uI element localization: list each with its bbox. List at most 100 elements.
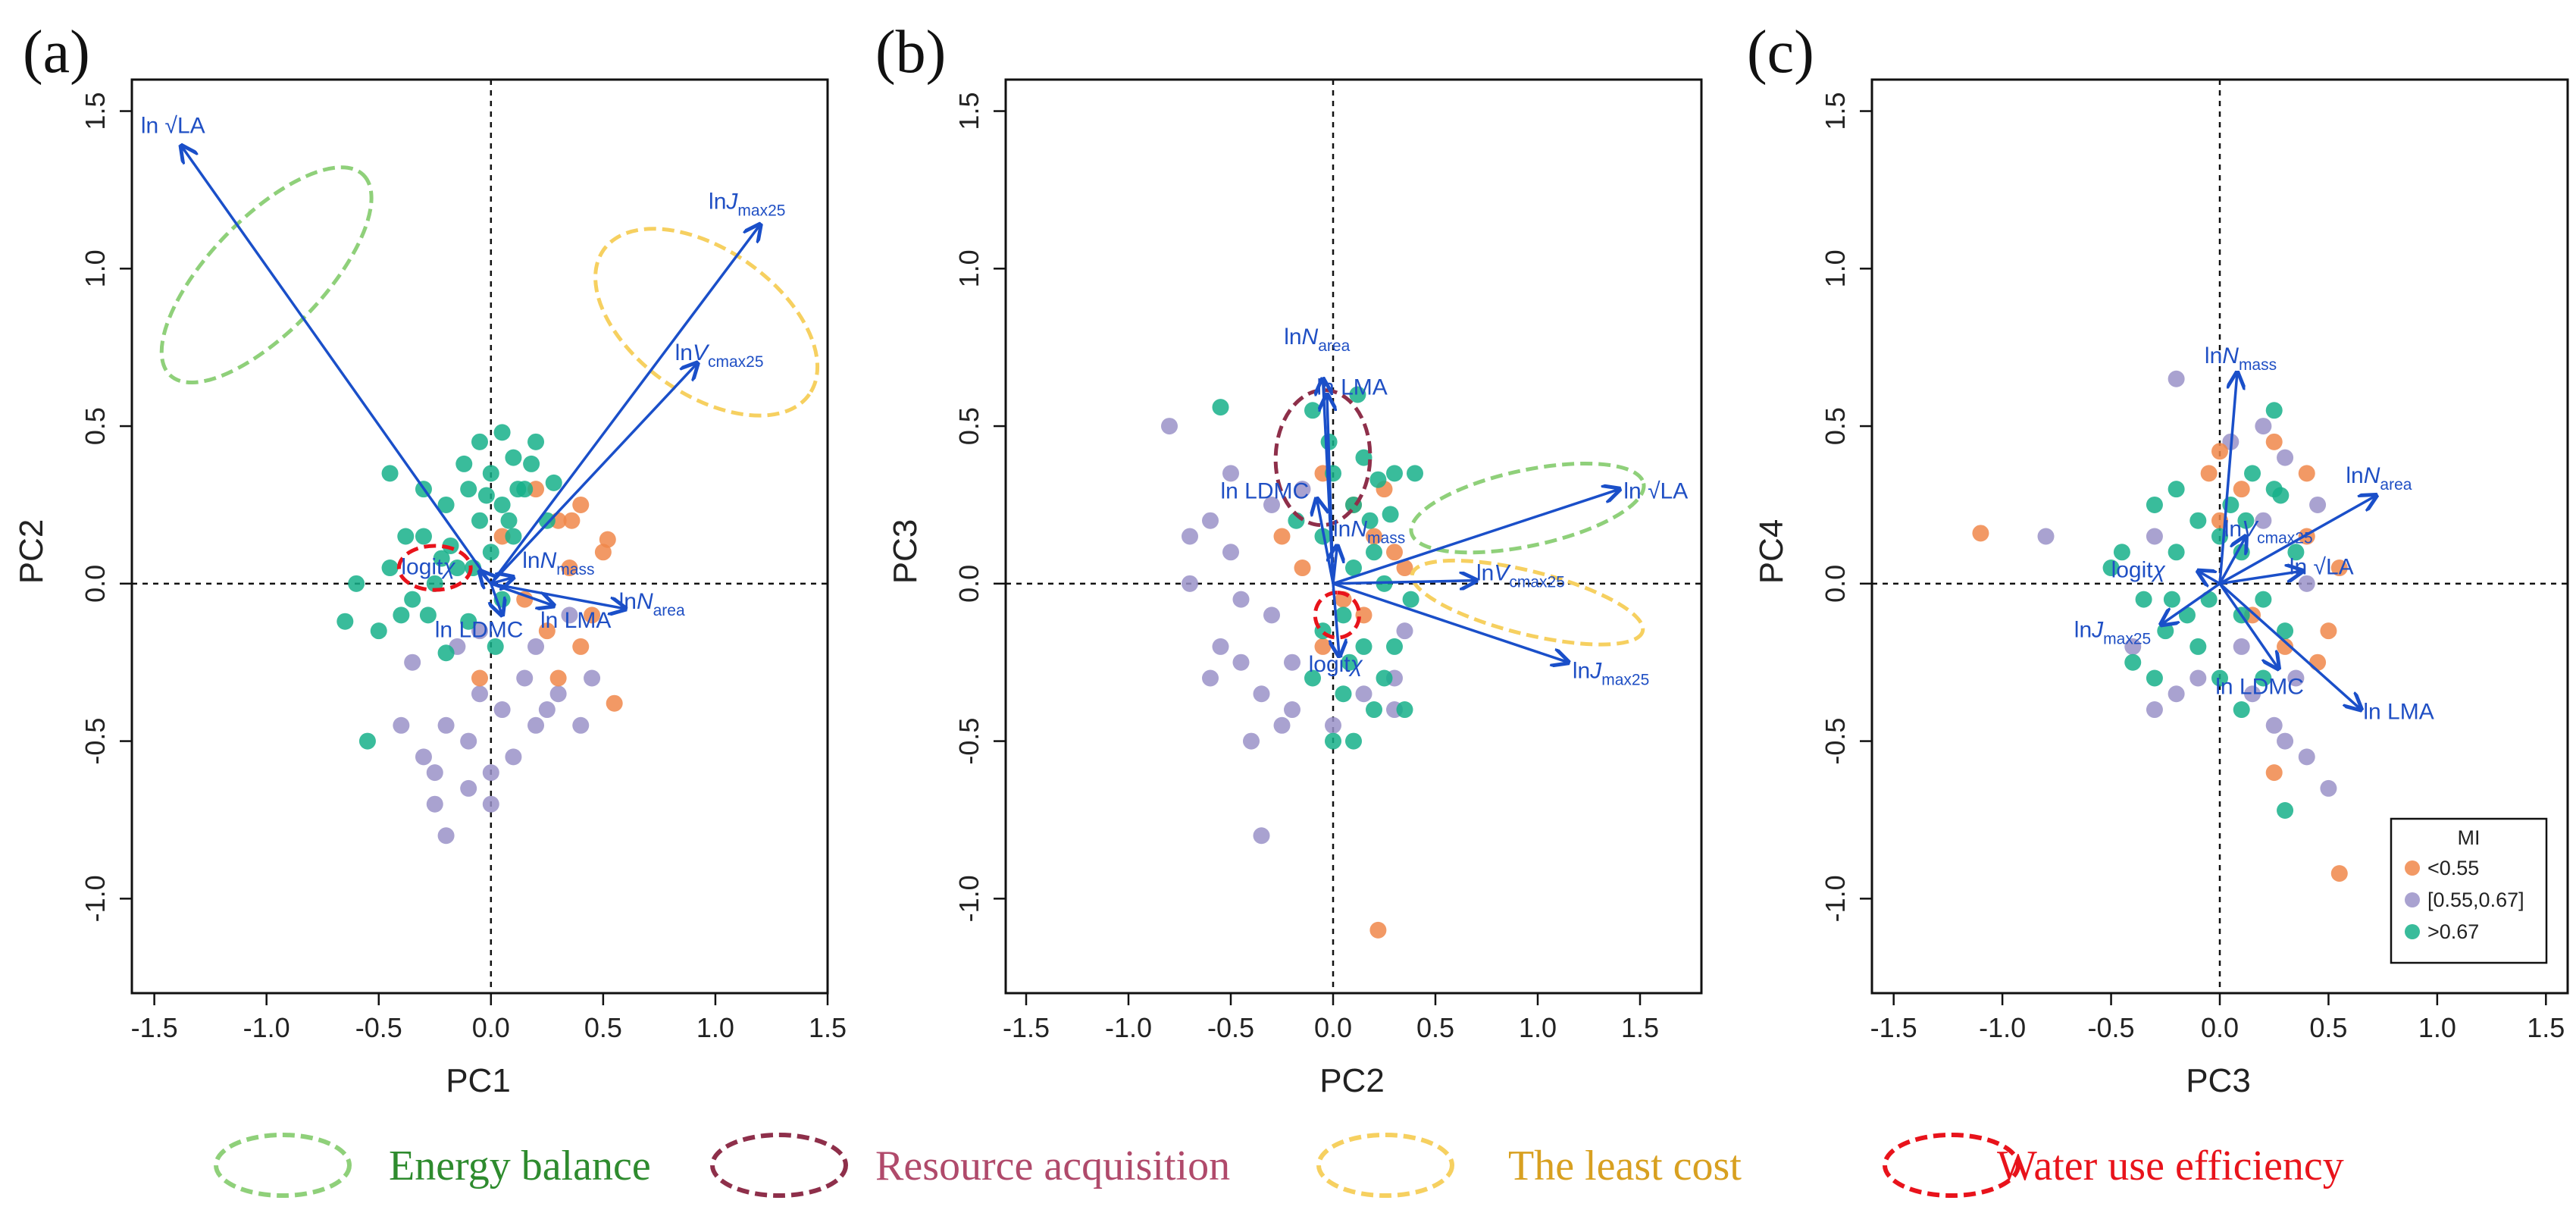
point-purple [516, 669, 534, 687]
panel-label: (b) [875, 19, 946, 86]
panel-label: (c) [1747, 19, 1814, 86]
x-axis-title: PC3 [2186, 1062, 2251, 1099]
point-orange [549, 669, 567, 687]
vector-label-logit: logitχ [2111, 558, 2166, 583]
point-teal [2168, 544, 2185, 561]
point-purple [1232, 591, 1250, 608]
point-purple [1273, 716, 1291, 734]
point-purple [2244, 685, 2261, 703]
plot-frame [1004, 78, 1703, 995]
legend-label-energy-balance: Energy balance [389, 1142, 651, 1189]
point-purple [527, 716, 545, 734]
point-teal [505, 528, 522, 545]
point-purple [1202, 512, 1219, 529]
point-teal [437, 496, 455, 513]
vector-lnnmass [2218, 372, 2237, 584]
y-tick-label: 0.0 [80, 565, 111, 603]
point-purple [426, 795, 443, 813]
point-purple [1284, 701, 1301, 719]
ellipse-water-use-efficiency [1313, 591, 1361, 640]
point-orange [2265, 764, 2283, 782]
y-axis-title: PC2 [13, 519, 50, 585]
point-teal [2163, 591, 2180, 608]
x-tick-label: 1.0 [696, 1012, 734, 1043]
point-teal [500, 512, 518, 529]
y-tick-label: -1.0 [953, 875, 984, 922]
point-teal [1366, 544, 1382, 561]
point-purple [505, 748, 522, 766]
point-teal [393, 606, 410, 624]
x-axis-title: PC1 [446, 1062, 511, 1099]
y-tick-label: 0.5 [953, 407, 984, 445]
ellipse-energy-balance [159, 165, 374, 385]
x-tick-label: 1.5 [1621, 1012, 1659, 1043]
point-purple [1161, 418, 1178, 435]
point-orange [563, 512, 581, 529]
vector-label-lnvcmax25: lnVcmax25 [2224, 517, 2313, 547]
point-orange [1294, 559, 1311, 577]
vector-label-lnnmass: lnNmass [522, 548, 594, 578]
point-purple [1396, 622, 1413, 640]
y-tick-label: 1.0 [80, 249, 111, 287]
point-teal [2124, 654, 2142, 671]
point-teal [2189, 512, 2207, 529]
point-teal [523, 455, 540, 472]
point-teal [1402, 591, 1419, 608]
point-teal [1349, 386, 1366, 403]
point-teal [370, 622, 387, 640]
point-orange [1366, 528, 1382, 545]
loading-vectors: ln √LA lnJmax25 lnVcmax25 lnNmass lnNarea ln … [141, 114, 786, 643]
point-teal [545, 474, 562, 491]
point-orange [584, 606, 601, 624]
vector-lnjmax25 [2161, 582, 2221, 625]
y-tick-label: 1.0 [1820, 249, 1851, 287]
mi-legend-swatch [2405, 860, 2420, 876]
y-tick-label: -1.0 [80, 875, 111, 922]
point-purple [572, 716, 590, 734]
point-teal [437, 644, 455, 662]
point-purple [1182, 575, 1198, 592]
point-orange [2330, 865, 2348, 882]
point-orange [2330, 559, 2348, 577]
y-tick-label: 1.5 [953, 92, 984, 130]
point-purple [471, 685, 488, 703]
point-purple [482, 764, 499, 782]
point-teal [1386, 465, 1403, 482]
y-tick-label: 0.5 [80, 407, 111, 445]
mi-legend: MI <0.55 [0.55,0.67] >0.67 [2390, 817, 2548, 964]
vector-lnnmass [1333, 546, 1337, 585]
point-purple [1253, 685, 1270, 703]
vector-label-lnnarea: lnNarea [1284, 324, 1350, 355]
vector-lnjmax25 [1332, 582, 1569, 663]
vector-label-ln-lma: ln LMA [2363, 700, 2434, 725]
point-orange [2309, 654, 2327, 671]
point-teal [2135, 591, 2152, 608]
panel-b: (b) -1.5 -1.0 -0.5 0.0 0.5 1.0 1.5 -1.0 -0.5 0.0 0.… [875, 19, 1703, 1099]
x-tick-label: 0.5 [2309, 1012, 2347, 1043]
y-tick-label: 0.0 [1820, 565, 1851, 603]
x-tick-label: -1.5 [131, 1012, 178, 1043]
point-teal [2200, 591, 2218, 608]
vector-label-ln-lma: ln LMA [1316, 375, 1387, 400]
point-teal [1345, 559, 1362, 577]
point-purple [2189, 669, 2207, 687]
point-teal [2277, 802, 2294, 819]
point-teal [449, 559, 466, 577]
point-orange [599, 531, 616, 548]
point-teal [348, 575, 365, 592]
point-purple [1243, 732, 1260, 750]
y-axis-title: PC4 [1753, 519, 1790, 585]
y-tick-label: -0.5 [80, 718, 111, 765]
point-purple [2146, 528, 2163, 545]
mi-legend-swatch [2405, 892, 2420, 907]
point-teal [358, 732, 376, 750]
group-legend: Energy balance Resource acquisition The le… [214, 1133, 2344, 1198]
vector-lnvcmax25 [1332, 581, 1476, 584]
x-tick-label: -1.5 [1870, 1012, 1917, 1043]
mi-legend-label: >0.67 [2427, 920, 2479, 943]
panel-a: (a) -1.5 -1.0 -0.5 0.0 0.5 1.0 1.5 -1.0 -0.5 0.0 0.… [13, 19, 847, 1099]
vector-ln-la [181, 146, 493, 585]
vector-label-ln-la: ln √LA [2290, 554, 2354, 579]
point-teal [2272, 487, 2290, 504]
